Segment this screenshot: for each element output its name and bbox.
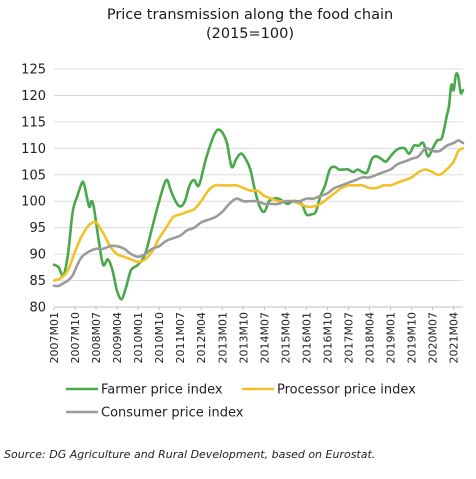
y-tick-label: 90 (29, 248, 46, 263)
x-tick-label: 2007M01 (48, 312, 61, 363)
y-tick-label: 115 (21, 115, 46, 130)
x-tick-label: 2018M04 (364, 312, 377, 363)
y-tick-label: 120 (21, 89, 46, 104)
x-tick-label: 2007M10 (69, 312, 82, 363)
source-note: Source: DG Agriculture and Rural Develop… (4, 448, 376, 461)
price-transmission-chart: 80 85 90 95 100 105 110 115 120 125 2007M01 2007M1… (21, 63, 465, 421)
x-tick-label: 2016M10 (321, 312, 334, 363)
y-tick-label: 105 (21, 168, 46, 183)
x-tick-label: 2013M10 (237, 312, 250, 363)
series-lines (52, 72, 465, 301)
legend: Farmer price index Processor price index C… (66, 383, 416, 421)
x-tick-label: 2021M04 (448, 312, 461, 363)
series-line-farmer (52, 72, 465, 301)
y-axis: 80 85 90 95 100 105 110 115 120 125 (21, 63, 46, 316)
x-tick-label: 2016M01 (300, 312, 313, 363)
x-axis: 2007M01 2007M10 2008M07 2009M04 2010M01 2010M… (48, 307, 461, 363)
y-tick-label: 85 (29, 274, 46, 289)
y-tick-label: 80 (29, 301, 46, 316)
grid-lines (54, 68, 463, 308)
x-tick-label: 2011M07 (174, 312, 187, 363)
x-tick-label: 2009M04 (111, 312, 124, 363)
x-tick-label: 2019M10 (406, 312, 419, 363)
chart-title-line-2: (2015=100) (205, 26, 295, 42)
chart-title-line-1: Price transmission along the food chain (106, 7, 394, 23)
x-tick-label: 2019M01 (385, 312, 398, 363)
series-line-processor (52, 147, 465, 282)
legend-label: Processor price index (277, 383, 416, 398)
x-tick-label: 2013M01 (216, 312, 229, 363)
x-tick-label: 2020M07 (427, 312, 440, 363)
legend-label: Farmer price index (101, 383, 223, 398)
x-tick-label: 2017M07 (342, 312, 355, 363)
x-tick-label: 2008M07 (90, 312, 103, 363)
x-tick-label: 2010M01 (132, 312, 145, 363)
y-tick-label: 100 (21, 195, 46, 210)
legend-label: Consumer price index (101, 406, 244, 421)
y-tick-label: 125 (21, 63, 46, 78)
x-tick-label: 2012M04 (195, 312, 208, 363)
chart-title: Price transmission along the food chain … (40, 6, 460, 44)
y-tick-label: 95 (29, 221, 46, 236)
series-line-consumer (52, 139, 465, 288)
y-tick-label: 110 (21, 142, 46, 157)
x-tick-label: 2014M07 (258, 312, 271, 363)
x-tick-label: 2010M10 (153, 312, 166, 363)
x-tick-label: 2015M04 (279, 312, 292, 363)
